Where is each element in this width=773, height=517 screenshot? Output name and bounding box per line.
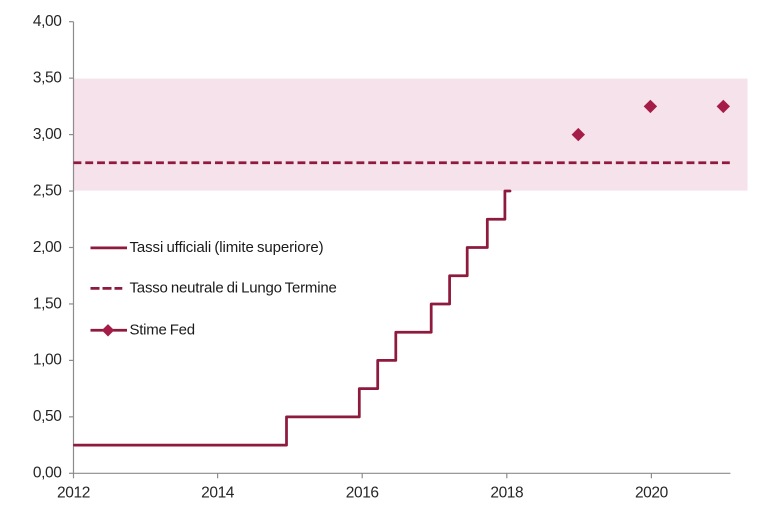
svg-text:Stime Fed: Stime Fed	[130, 322, 195, 339]
svg-text:2012: 2012	[57, 485, 90, 502]
svg-text:2014: 2014	[201, 485, 235, 502]
svg-text:3,00: 3,00	[33, 126, 62, 143]
svg-text:4,00: 4,00	[33, 13, 62, 30]
svg-text:2016: 2016	[346, 485, 379, 502]
svg-text:2018: 2018	[490, 485, 523, 502]
svg-text:3,50: 3,50	[33, 69, 62, 86]
svg-text:Tassi ufficiali (limite superi: Tassi ufficiali (limite superiore)	[130, 239, 324, 256]
svg-text:1,50: 1,50	[33, 295, 62, 312]
svg-text:0,00: 0,00	[33, 465, 62, 482]
svg-text:2,00: 2,00	[33, 239, 62, 256]
svg-text:Tasso neutrale di Lungo Termin: Tasso neutrale di Lungo Termine	[130, 280, 337, 297]
svg-text:2020: 2020	[635, 485, 669, 502]
svg-text:2,50: 2,50	[33, 182, 62, 199]
svg-text:1,00: 1,00	[33, 352, 62, 369]
svg-text:0,50: 0,50	[33, 408, 62, 425]
